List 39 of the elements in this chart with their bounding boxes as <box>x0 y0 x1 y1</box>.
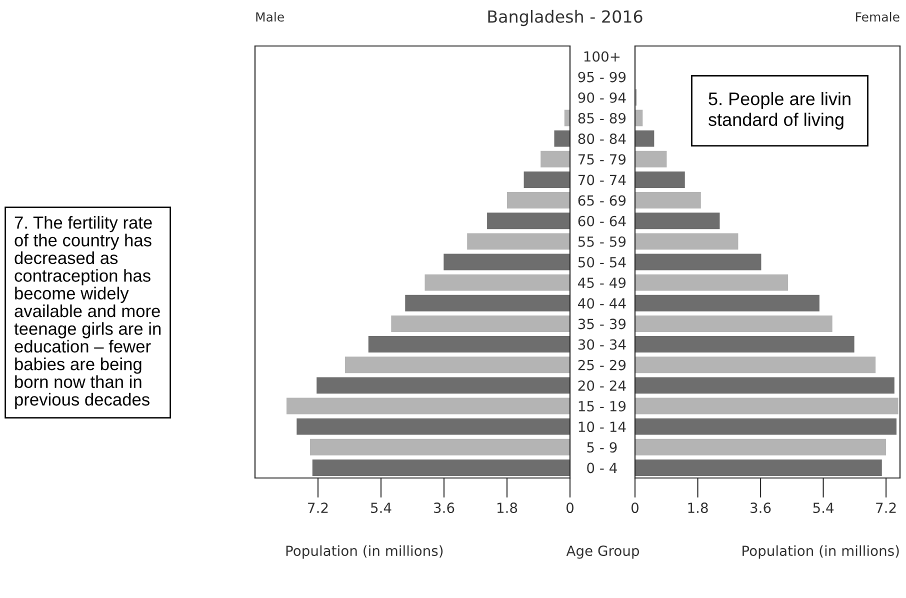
x-tick-label: 7.2 <box>308 502 328 513</box>
x-tick-label: 5.4 <box>813 502 834 514</box>
x-axis-title: Population (in millions) <box>286 545 443 559</box>
x-tick-label: 1.8 <box>688 502 708 514</box>
x-tick-label: 0 <box>631 502 638 514</box>
x-tick-label: 1.8 <box>497 502 518 514</box>
y-tick-label: 70 - 74 <box>578 174 626 186</box>
y-tick-label: 40 - 44 <box>578 298 626 309</box>
chart-subtitle: Female <box>856 12 900 22</box>
x-tick-label: 0 <box>566 502 574 514</box>
y-tick-label: 60 - 64 <box>578 216 626 226</box>
text: 7. The fertility rate of the country has decreased as contraception has become widely available and more teenage girls are in education – fewer babies are being born now than in previous decades <box>14 216 161 410</box>
y-tick-label: 50 - 54 <box>578 256 626 268</box>
y-axis-title: Age Group <box>566 546 640 559</box>
x-tick-label: 5.4 <box>371 502 392 514</box>
y-tick-label: 5 - 9 <box>587 442 617 453</box>
y-tick-label: 15 - 19 <box>578 400 626 412</box>
chart-subtitle: Male <box>256 12 284 22</box>
y-tick-label: 30 - 34 <box>578 339 626 350</box>
chart-title: Bangladesh - 2016 <box>488 10 642 26</box>
y-tick-label: 0 - 4 <box>587 462 617 474</box>
y-tick-label: 90 - 94 <box>578 92 626 103</box>
y-tick-label: 20 - 24 <box>578 380 626 391</box>
y-tick-label: 85 - 89 <box>578 112 626 124</box>
x-axis-title: Population (in millions) <box>742 545 899 559</box>
y-tick-label: 95 - 99 <box>578 72 626 82</box>
x-tick-label: 3.6 <box>434 502 454 514</box>
y-tick-label: 100+ <box>584 51 620 62</box>
x-tick-label: 7.2 <box>876 502 896 513</box>
y-tick-label: 25 - 29 <box>578 360 626 370</box>
y-tick-label: 55 - 59 <box>578 236 626 247</box>
y-tick-label: 75 - 79 <box>578 154 626 165</box>
annotation: 5. People are livin standard of living <box>708 92 850 130</box>
y-tick-label: 10 - 14 <box>578 422 626 432</box>
y-tick-label: 35 - 39 <box>578 318 626 330</box>
y-tick-label: 45 - 49 <box>578 278 626 288</box>
y-tick-label: 65 - 69 <box>578 195 626 206</box>
y-tick-label: 80 - 84 <box>578 134 626 144</box>
x-tick-label: 3.6 <box>750 502 771 514</box>
